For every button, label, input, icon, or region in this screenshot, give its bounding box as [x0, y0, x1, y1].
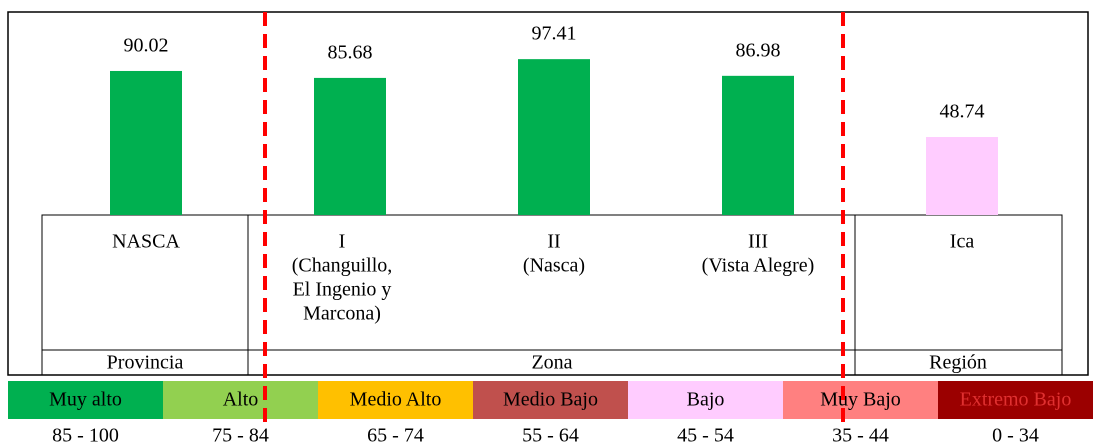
category-label: (Vista Alegre) [702, 255, 815, 277]
scale-range: 0 - 34 [992, 425, 1039, 447]
scale-name: Muy Bajo [820, 389, 901, 411]
scale-swatch [783, 381, 938, 419]
bar [314, 77, 386, 215]
scale-swatch [8, 381, 163, 419]
category-label: NASCA [112, 231, 180, 253]
group-label: Región [929, 352, 987, 374]
scale-name: Bajo [687, 389, 725, 411]
bar [518, 59, 590, 216]
scale-range: 55 - 64 [522, 425, 579, 447]
scale-name: Muy alto [49, 389, 122, 411]
category-label: II [547, 231, 560, 253]
scale-name: Medio Bajo [503, 389, 598, 411]
category-label: I [339, 231, 346, 253]
value-label: 90.02 [124, 35, 169, 57]
scale-range: 85 - 100 [52, 425, 119, 447]
scale-swatch [938, 381, 1093, 419]
category-label: El Ingenio y [293, 279, 392, 301]
category-label: Marcona) [303, 303, 381, 325]
scale-range: 75 - 84 [212, 425, 269, 447]
category-label: III [748, 231, 768, 253]
scale-swatch [473, 381, 628, 419]
scale-name: Medio Alto [350, 389, 442, 411]
value-label: 85.68 [328, 42, 373, 64]
value-label: 97.41 [532, 23, 577, 45]
scale-range: 45 - 54 [677, 425, 734, 447]
bar [926, 137, 998, 215]
value-label: 86.98 [736, 39, 781, 61]
scale-name: Extremo Bajo [960, 389, 1072, 411]
category-label: (Changuillo, [292, 255, 393, 277]
category-label: (Nasca) [523, 255, 585, 277]
group-label: Zona [531, 352, 572, 374]
scale-swatch [628, 381, 783, 419]
group-label: Provincia [107, 352, 184, 374]
category-label: Ica [950, 231, 975, 253]
scale-swatch [163, 381, 318, 419]
scale-swatch [318, 381, 473, 419]
value-label: 48.74 [940, 101, 985, 123]
scale-range: 65 - 74 [367, 425, 424, 447]
bar [722, 75, 794, 215]
bar [110, 70, 182, 215]
scale-range: 35 - 44 [832, 425, 889, 447]
scale-name: Alto [223, 389, 259, 411]
